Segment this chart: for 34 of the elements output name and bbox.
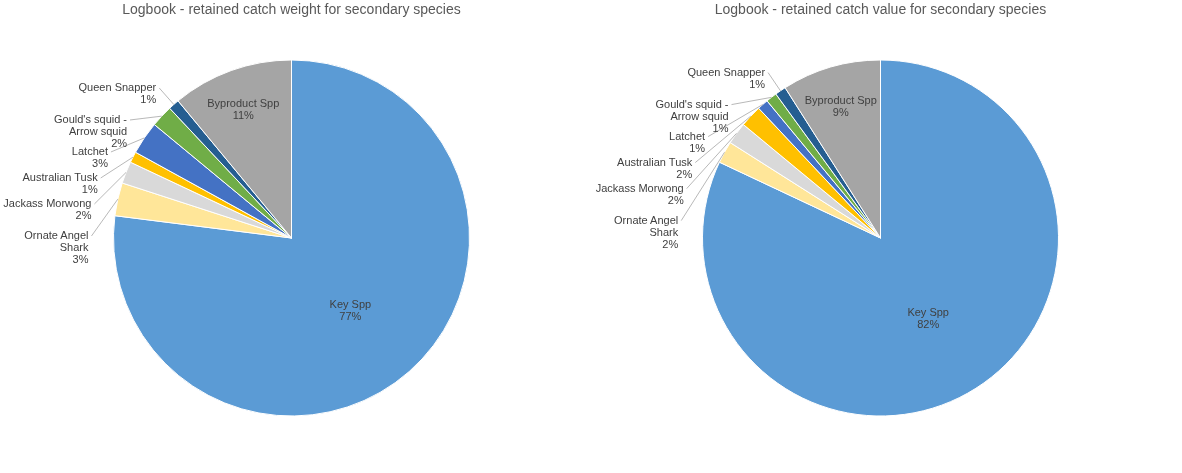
data-label: 1% [749,77,766,90]
data-label: 3% [92,156,109,169]
slice-label: Latchet [71,144,108,157]
slice-label: Jackass Morwong [595,181,684,194]
slice-label: Australian Tusk [22,170,99,183]
data-label: 2% [676,167,693,180]
slice-label: Byproduct Spp [804,94,877,107]
slice-label: Key Spp [907,306,949,319]
slice-label: Queen Snapper [78,80,157,93]
chart-title: Logbook - retained catch value for secondary species [714,1,1047,17]
data-label: 2% [667,193,684,206]
data-label: 1% [689,141,706,154]
data-label: 1% [81,182,98,195]
data-label: 2% [111,136,128,149]
chart-title: Logbook - retained catch weight for secondary species [122,1,461,17]
slice-label: Gould's squid - Arrow squid [54,112,128,137]
slice-label: Ornate Angel Shark [614,213,679,238]
slice-label: Latchet [669,129,706,142]
slice-label: Byproduct Spp [207,97,280,110]
data-label: 3% [72,252,89,265]
data-label: 2% [75,208,92,221]
slice-label: Australian Tusk [617,155,693,168]
data-label: 2% [662,237,679,250]
data-label: 1% [712,121,729,134]
data-label: 11% [232,109,255,122]
slice-label: Jackass Morwong [3,196,92,209]
slice-label: Key Spp [329,297,372,310]
data-label: 82% [917,318,940,331]
slice-label: Gould's squid - Arrow squid [655,97,729,122]
slice-label: Ornate Angel Shark [24,228,89,253]
data-label: 77% [339,309,362,322]
data-label: 9% [832,106,849,119]
data-label: 1% [140,92,157,105]
slice-label: Queen Snapper [687,65,766,78]
